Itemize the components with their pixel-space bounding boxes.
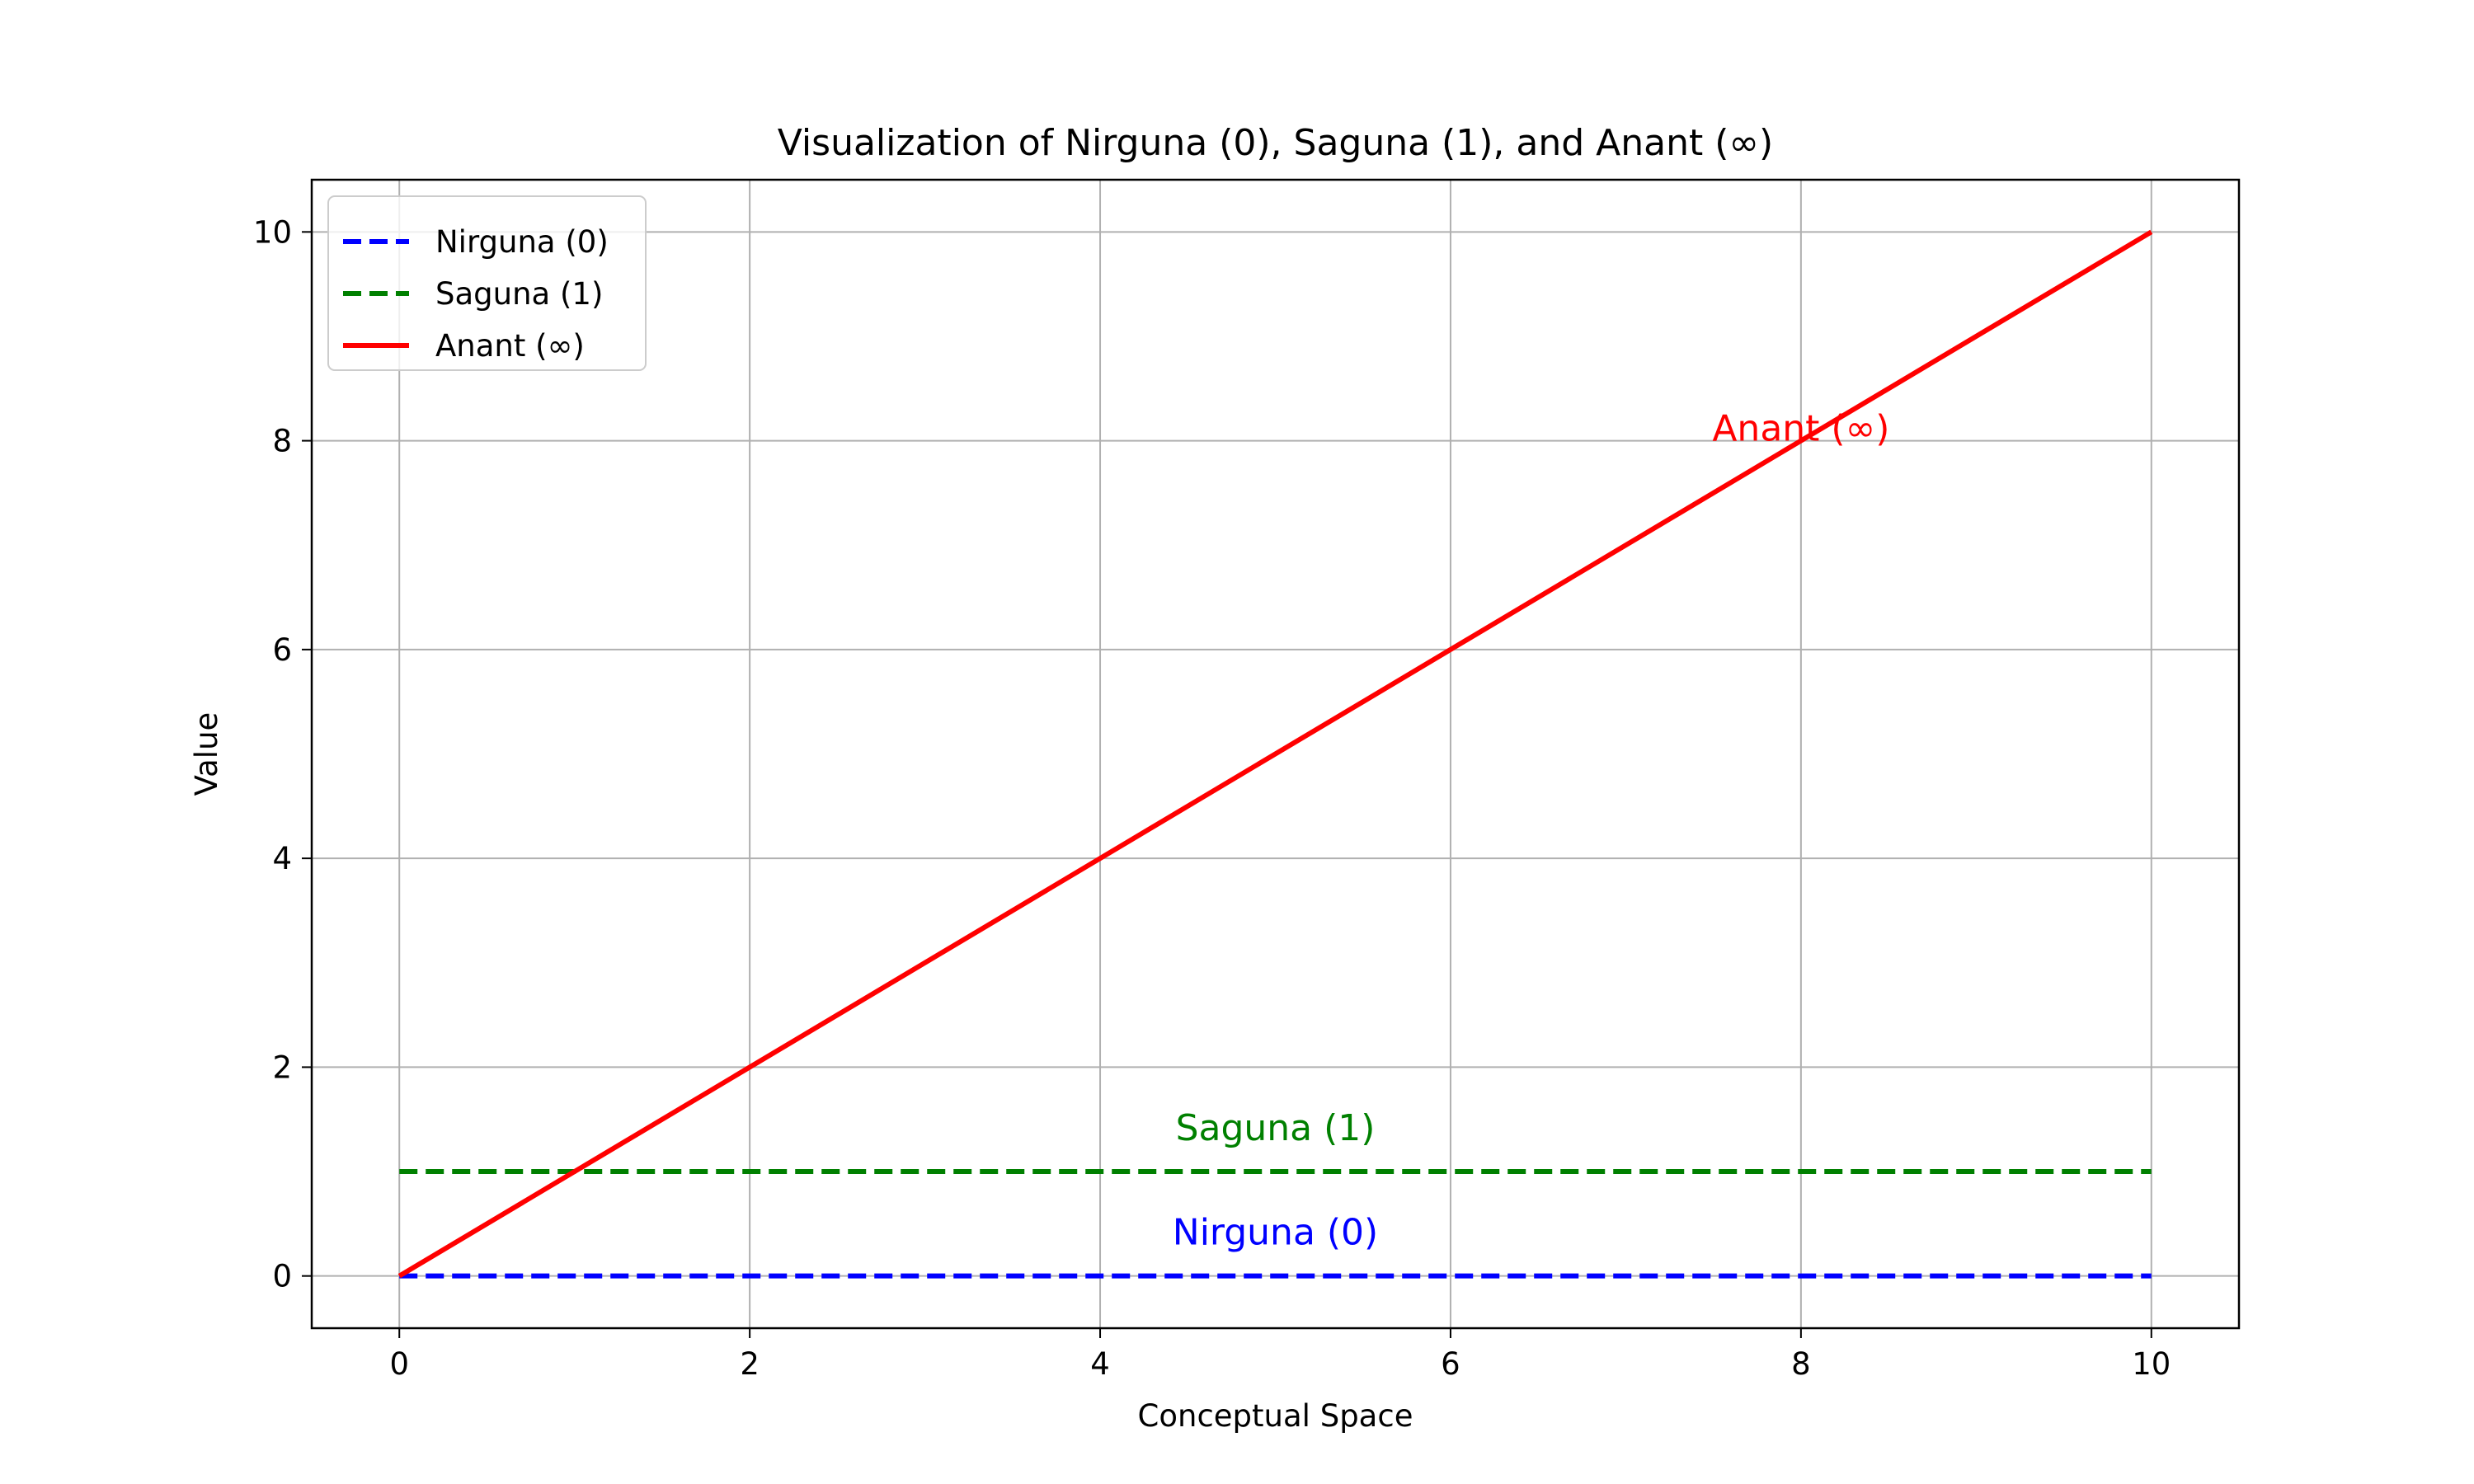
- x-tick-label: 2: [740, 1346, 760, 1382]
- annotations: Nirguna (0) Saguna (1) Anant (∞): [1173, 408, 1890, 1254]
- y-tick-label: 6: [272, 632, 292, 668]
- series-lines: [397, 229, 2153, 1279]
- y-tick-label: 0: [272, 1259, 292, 1294]
- series-line: [397, 229, 2153, 1279]
- y-tick-label: 10: [253, 214, 292, 250]
- x-axis-label: Conceptual Space: [1138, 1398, 1413, 1434]
- x-tick-label: 6: [1441, 1346, 1460, 1382]
- plot-frame: [310, 178, 2241, 1330]
- y-tick-label: 2: [272, 1050, 292, 1085]
- annotation-label: Nirguna (0): [1173, 1212, 1378, 1254]
- legend-entry: Saguna (1): [435, 276, 603, 312]
- y-axis-label: Value: [189, 712, 224, 796]
- x-tick-label: 10: [2132, 1346, 2171, 1382]
- annotation-label: Anant (∞): [1712, 408, 1889, 450]
- legend: Nirguna (0) Saguna (1) Anant (∞): [327, 195, 647, 371]
- y-tick-label: 8: [272, 424, 292, 459]
- legend-entry: Anant (∞): [435, 328, 585, 364]
- x-tick-label: 8: [1791, 1346, 1811, 1382]
- axis-ticks: 0 2 4 6 8 10 0 2 4 6 8 10: [253, 214, 2171, 1382]
- annotation-label: Saguna (1): [1176, 1107, 1376, 1149]
- x-tick-label: 4: [1090, 1346, 1110, 1382]
- y-tick-label: 4: [272, 841, 292, 876]
- chart-title: Visualization of Nirguna (0), Saguna (1)…: [778, 122, 1773, 164]
- legend-entry: Nirguna (0): [435, 224, 609, 260]
- x-tick-label: 0: [389, 1346, 409, 1382]
